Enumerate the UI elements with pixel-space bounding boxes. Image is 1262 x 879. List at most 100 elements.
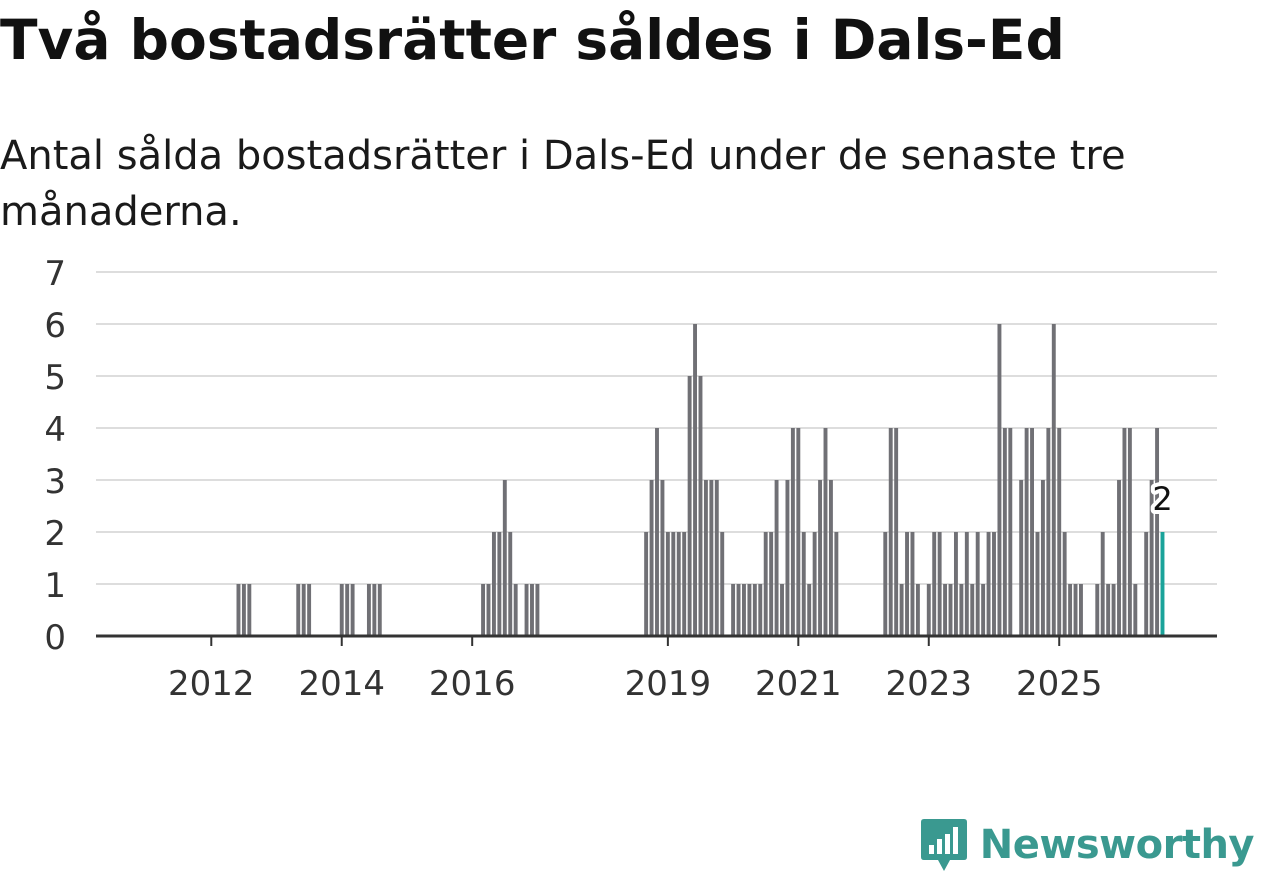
bar (894, 428, 899, 636)
bar (948, 584, 953, 636)
bar (1106, 584, 1111, 636)
bar (1149, 480, 1154, 636)
bar (747, 584, 752, 636)
bar (818, 480, 823, 636)
bar (736, 584, 741, 636)
bar (997, 324, 1002, 636)
bars (236, 324, 1165, 636)
y-tick-labels: 0 1 2 3 4 5 6 7 (44, 254, 66, 658)
y-tick-label: 6 (44, 306, 66, 346)
bar (769, 532, 774, 636)
bar (247, 584, 252, 636)
bar (790, 428, 795, 636)
bar (959, 584, 964, 636)
bar (676, 532, 681, 636)
bar (1019, 480, 1024, 636)
bar (1008, 428, 1013, 636)
bar (682, 532, 687, 636)
bar (1155, 428, 1160, 636)
x-tick-label: 2025 (1016, 664, 1103, 704)
bar (807, 584, 812, 636)
bar-highlight (1160, 532, 1165, 636)
bar (709, 480, 714, 636)
bar (774, 480, 779, 636)
bar (1095, 584, 1100, 636)
bar-chart: 0 1 2 3 4 5 6 7 2012 2014 2016 2019 2021 2023 2025 2 (44, 254, 1217, 704)
bar (953, 532, 958, 636)
bar (986, 532, 991, 636)
bar (366, 584, 371, 636)
y-tick-label: 1 (44, 566, 66, 606)
brand-name: Newsworthy (979, 822, 1255, 868)
bar (491, 532, 496, 636)
x-ticks: 2012 2014 2016 2019 2021 2023 2025 (168, 636, 1102, 704)
bar (812, 532, 817, 636)
bar (345, 584, 350, 636)
bar (731, 584, 736, 636)
y-tick-label: 2 (44, 514, 66, 554)
bar (644, 532, 649, 636)
bar (524, 584, 529, 636)
bar (301, 584, 306, 636)
bar (801, 532, 806, 636)
bar (828, 480, 833, 636)
bar (655, 428, 659, 636)
bar (970, 584, 975, 636)
bar (1079, 584, 1083, 636)
bar (796, 428, 801, 636)
x-tick-label: 2016 (429, 664, 516, 704)
bar (888, 428, 893, 636)
bar (742, 584, 746, 636)
bar (1040, 480, 1045, 636)
bar (720, 532, 725, 636)
bar (530, 584, 534, 636)
bar (1068, 584, 1073, 636)
y-tick-label: 0 (44, 618, 66, 658)
bar (964, 532, 969, 636)
y-tick-label: 5 (44, 358, 66, 398)
bar (649, 480, 654, 636)
bar (377, 584, 382, 636)
bar (1100, 532, 1105, 636)
bar (665, 532, 670, 636)
bar (752, 584, 757, 636)
x-tick-label: 2014 (298, 664, 385, 704)
bar (926, 584, 931, 636)
bar (1133, 584, 1138, 636)
bar (932, 532, 937, 636)
bar (785, 480, 790, 636)
y-tick-label: 3 (44, 462, 66, 502)
bar (339, 584, 344, 636)
bar (763, 532, 768, 636)
bar (502, 480, 507, 636)
bar (693, 324, 697, 636)
bar (1111, 584, 1116, 636)
chart-subtitle: Antal sålda bostadsrätter i Dals-Ed unde… (0, 133, 1126, 235)
chart-title: Två bostadsrätter såldes i Dals-Ed (0, 8, 1065, 72)
x-tick-label: 2012 (168, 664, 255, 704)
x-tick-label: 2021 (755, 664, 842, 704)
bar (671, 532, 676, 636)
bar (660, 480, 665, 636)
bar (1024, 428, 1029, 636)
bar (823, 428, 828, 636)
bar (241, 584, 246, 636)
bar (535, 584, 540, 636)
bar (975, 532, 980, 636)
bar (910, 532, 915, 636)
bar (1057, 428, 1062, 636)
bar (981, 584, 986, 636)
bar (350, 584, 355, 636)
bar (1122, 428, 1127, 636)
bar (1144, 532, 1149, 636)
bar (937, 532, 942, 636)
bar (1051, 324, 1056, 636)
x-tick-label: 2023 (886, 664, 973, 704)
bar (296, 584, 301, 636)
bar (1062, 532, 1067, 636)
bar (698, 376, 703, 636)
bar (307, 584, 312, 636)
bar (943, 584, 948, 636)
bar (1002, 428, 1007, 636)
y-tick-label: 7 (44, 254, 66, 294)
